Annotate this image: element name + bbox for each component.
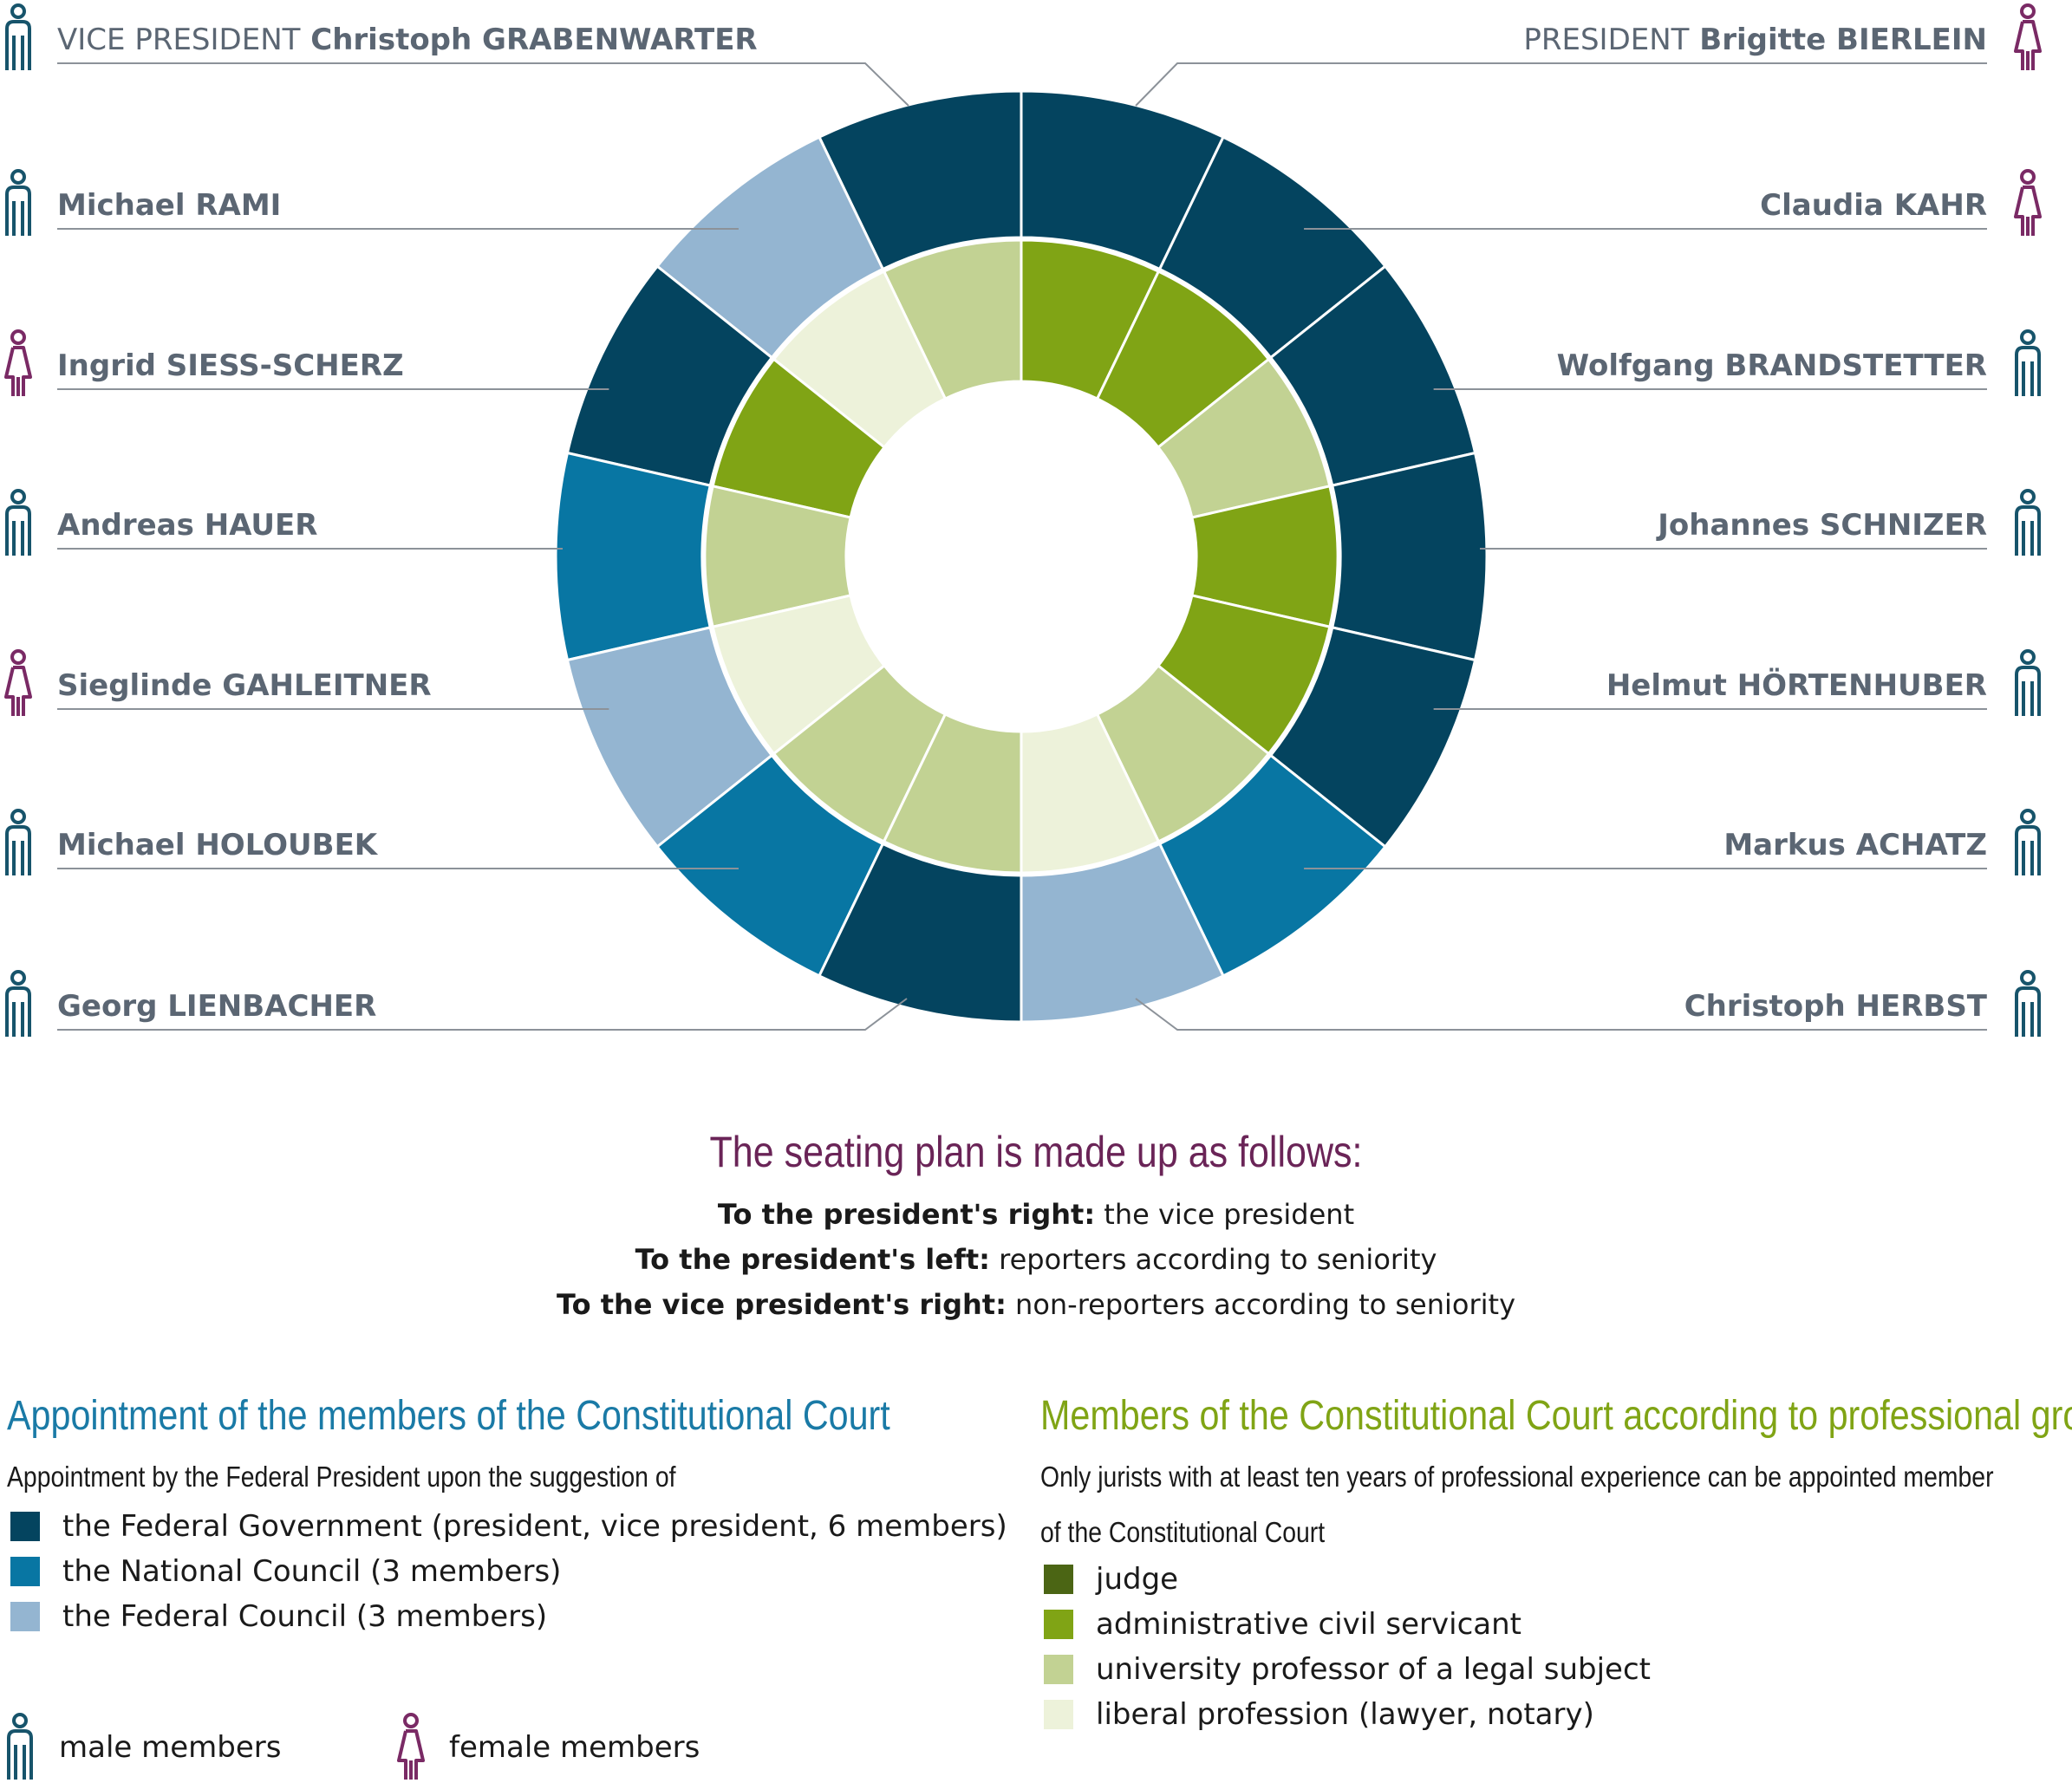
appointment-legend-subtitle: Appointment by the Federal President upo… — [7, 1461, 676, 1493]
profession-segment-sieglinde-gahleitner — [711, 594, 887, 756]
appointment-segment-georg-lienbacher — [818, 842, 1023, 1024]
appointment-segment-michael-rami — [655, 135, 885, 360]
swatch-university-professor — [1044, 1655, 1073, 1684]
leader-line — [57, 62, 909, 107]
appointment-segment-michael-holoubek — [655, 753, 885, 978]
member-label-christoph-herbst: Christoph HERBST — [1684, 989, 1987, 1024]
profession-segment-christoph-grabenwarter — [882, 238, 1023, 401]
male-member-icon — [5, 489, 31, 556]
profession-legend-subtitle-1: Only jurists with at least ten years of … — [1040, 1461, 1994, 1493]
legend-item-liberal-profession: liberal profession (lawyer, notary) — [1044, 1697, 1594, 1732]
member-label-claudia-kahr: Claudia KAHR — [1760, 188, 1987, 223]
legend-item-university-professor: university professor of a legal subject — [1044, 1652, 1651, 1687]
seating-rule-2: To the president's left: reporters accor… — [635, 1243, 1437, 1276]
male-member-icon — [2015, 489, 2041, 556]
male-member-icon — [2015, 809, 2041, 875]
leader-line — [57, 998, 908, 1031]
legend-item-national-council: the National Council (3 members) — [10, 1554, 561, 1589]
swatch-national-council — [10, 1557, 40, 1586]
male-member-icon — [2015, 649, 2041, 716]
member-label-helmut-h-rtenhuber: Helmut HÖRTENHUBER — [1606, 668, 1987, 703]
male-member-icon — [7, 1713, 33, 1780]
female-member-icon — [2014, 3, 2042, 70]
female-member-icon — [2014, 169, 2042, 236]
swatch-federal-council — [10, 1602, 40, 1631]
member-label-brigitte-bierlein: PRESIDENT Brigitte BIERLEIN — [1523, 23, 1987, 57]
appointment-segment-sieglinde-gahleitner — [565, 626, 774, 849]
profession-segment-michael-holoubek — [772, 663, 948, 843]
member-label-michael-rami: Michael RAMI — [57, 188, 282, 223]
swatch-federal-government — [10, 1512, 40, 1541]
male-member-icon — [2015, 329, 2041, 396]
appointment-segment-andreas-hauer — [554, 451, 713, 662]
legend-item-federal-government: the Federal Government (president, vice … — [10, 1509, 1007, 1544]
female-member-icon — [4, 329, 32, 396]
member-label-andreas-hauer: Andreas HAUER — [57, 508, 318, 543]
profession-segment-michael-rami — [772, 270, 948, 450]
member-label-johannes-schnizer: Johannes SCHNIZER — [1658, 508, 1987, 543]
male-member-icon — [2015, 970, 2041, 1037]
seating-ring-chart — [57, 62, 1987, 1031]
female-member-icon — [4, 649, 32, 716]
leader-line — [1135, 62, 1987, 107]
profession-legend-title: Members of the Constitutional Court acco… — [1040, 1393, 2072, 1439]
profession-segment-andreas-hauer — [703, 484, 852, 629]
seating-rule-3: To the vice president's right: non-repor… — [556, 1288, 1516, 1321]
male-member-icon — [5, 809, 31, 875]
member-label-markus-achatz: Markus ACHATZ — [1723, 828, 1987, 862]
member-label-ingrid-siess-scherz: Ingrid SIESS-SCHERZ — [57, 348, 404, 383]
member-label-georg-lienbacher: Georg LIENBACHER — [57, 989, 377, 1024]
female-member-icon — [397, 1713, 425, 1780]
legend-item-judge: judge — [1044, 1562, 1178, 1597]
legend-female-label: female members — [449, 1730, 700, 1765]
male-member-icon — [5, 169, 31, 236]
leader-line — [1135, 998, 1987, 1031]
profession-segment-ingrid-siess-scherz — [711, 357, 887, 519]
male-member-icon — [5, 970, 31, 1037]
profession-segment-georg-lienbacher — [882, 712, 1023, 875]
legend-item-federal-council: the Federal Council (3 members) — [10, 1599, 547, 1634]
member-label-wolfgang-brandstetter: Wolfgang BRANDSTETTER — [1556, 348, 1987, 383]
appointment-segment-christoph-grabenwarter — [818, 89, 1023, 271]
appointment-segment-johannes-schnizer — [1330, 451, 1489, 662]
seating-rule-1: To the president's right: the vice presi… — [717, 1198, 1355, 1231]
seating-plan-heading: The seating plan is made up as follows: — [709, 1128, 1363, 1176]
appointment-legend-title: Appointment of the members of the Consti… — [7, 1393, 890, 1439]
profession-legend-subtitle-2: of the Constitutional Court — [1040, 1516, 1326, 1548]
legend-item-administrative-civil-servicant: administrative civil servicant — [1044, 1607, 1521, 1642]
appointment-segment-ingrid-siess-scherz — [565, 264, 774, 487]
male-member-icon — [5, 3, 31, 70]
swatch-judge — [1044, 1565, 1073, 1594]
swatch-liberal-profession — [1044, 1700, 1073, 1729]
legend-male-label: male members — [59, 1730, 282, 1765]
member-label-michael-holoubek: Michael HOLOUBEK — [57, 828, 378, 862]
member-label-christoph-grabenwarter: VICE PRESIDENT Christoph GRABENWARTER — [57, 23, 758, 57]
member-label-sieglinde-gahleitner: Sieglinde GAHLEITNER — [57, 668, 432, 703]
swatch-administrative-civil-servicant — [1044, 1610, 1073, 1639]
